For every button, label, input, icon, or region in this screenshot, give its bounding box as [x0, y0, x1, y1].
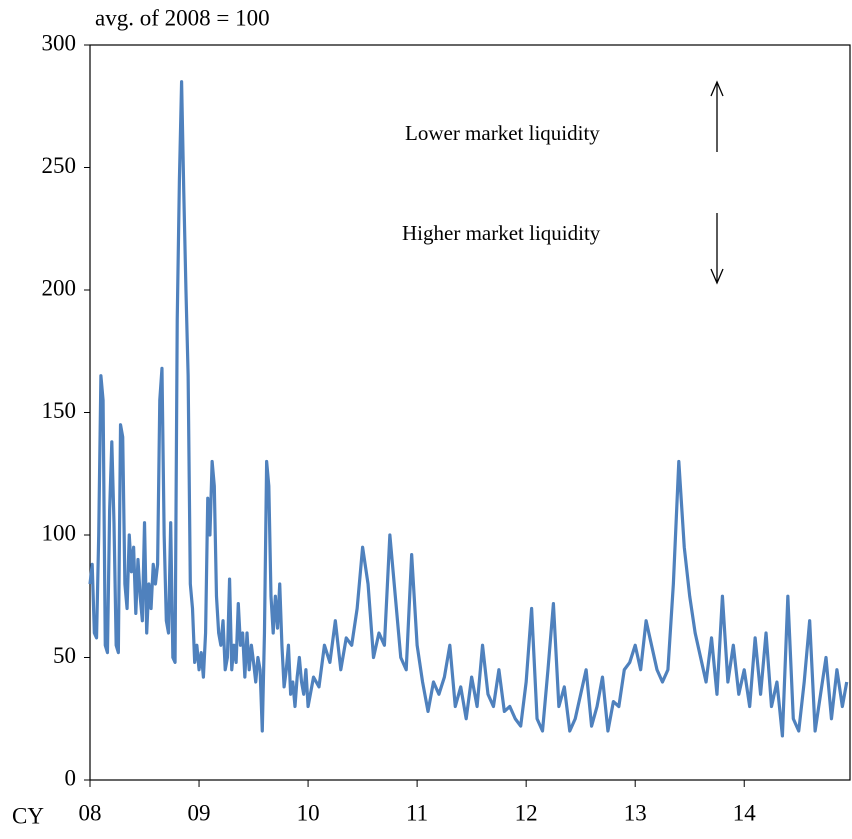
- y-tick-label: 250: [42, 153, 77, 178]
- x-tick-label: 09: [188, 800, 211, 825]
- y-tick-label: 100: [42, 520, 77, 545]
- y-tick-label: 50: [53, 643, 76, 668]
- x-tick-label: 14: [733, 800, 757, 825]
- annotation: Higher market liquidity: [402, 221, 601, 245]
- data-line: [88, 80, 849, 738]
- annotation: Lower market liquidity: [405, 121, 600, 145]
- y-tick-label: 300: [42, 30, 77, 55]
- y-tick-label: 200: [42, 275, 77, 300]
- x-tick-label: 11: [406, 800, 428, 825]
- y-tick-label: 150: [42, 398, 77, 423]
- x-prefix: CY: [12, 803, 44, 828]
- y-tick-label: 0: [65, 765, 77, 790]
- arrows: [710, 80, 724, 285]
- x-tick-label: 08: [79, 800, 102, 825]
- x-tick-label: 13: [624, 800, 647, 825]
- x-tick-label: 12: [515, 800, 538, 825]
- chart-title: avg. of 2008 = 100: [95, 5, 270, 30]
- x-tick-label: 10: [297, 800, 320, 825]
